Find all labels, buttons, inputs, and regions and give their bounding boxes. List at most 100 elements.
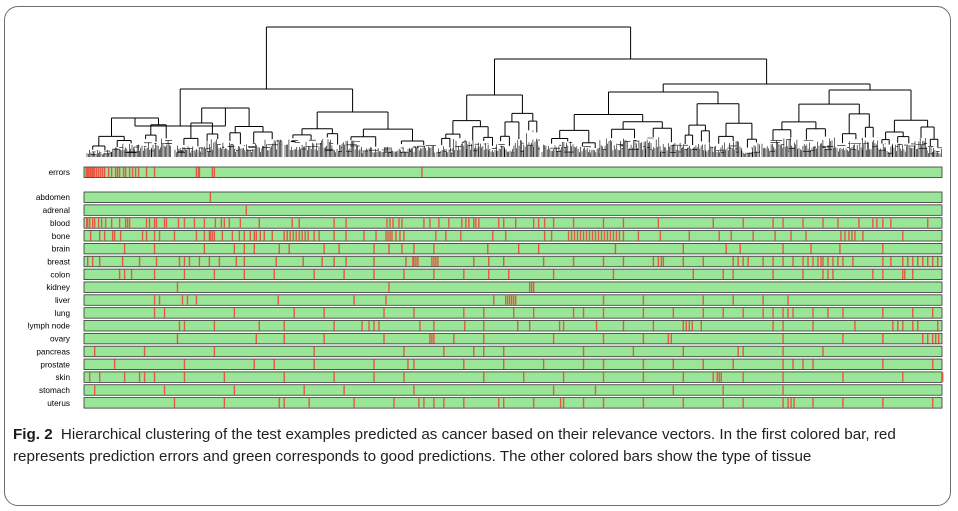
error-mark [582, 359, 585, 370]
bar-background [83, 397, 943, 409]
error-mark [517, 243, 520, 254]
error-mark [922, 256, 924, 267]
error-mark [391, 231, 393, 241]
dendrogram-leaves [533, 138, 540, 157]
error-mark [393, 398, 395, 408]
dendrogram-leaves [687, 145, 698, 157]
error-mark [837, 256, 839, 267]
error-mark [433, 243, 435, 254]
error-mark [840, 231, 842, 241]
error-mark [475, 218, 477, 228]
error-mark [882, 218, 884, 228]
error-mark [148, 218, 151, 228]
error-mark [387, 231, 389, 241]
error-mark [782, 321, 784, 331]
dendrogram-leaves [192, 146, 204, 157]
error-mark [787, 295, 789, 305]
error-mark [642, 372, 645, 382]
clustering-figure: errors abdomen adrenal blood bone brain breast… [28, 26, 944, 409]
error-mark [110, 218, 113, 228]
error-mark [233, 243, 236, 254]
error-mark [195, 167, 198, 177]
error-mark [602, 295, 605, 305]
bar-background [83, 281, 943, 293]
error-mark [822, 218, 824, 228]
dendrogram-leaves [496, 144, 505, 157]
error-mark [211, 167, 214, 177]
error-mark [530, 282, 533, 292]
error-mark [622, 256, 625, 267]
error-mark [271, 231, 273, 241]
error-mark [782, 333, 784, 344]
dendrogram-leaves [262, 139, 283, 157]
dendrogram-leaves [705, 143, 714, 157]
dendrogram-leaves [411, 145, 436, 157]
error-mark [483, 346, 485, 357]
error-mark [313, 346, 315, 357]
error-mark [737, 256, 739, 267]
error-mark [178, 256, 181, 267]
bar-background [83, 358, 943, 370]
error-mark [912, 256, 914, 267]
error-mark [837, 218, 839, 228]
error-mark [722, 269, 724, 280]
error-mark [93, 346, 96, 357]
error-mark [718, 231, 720, 241]
error-mark [876, 218, 878, 228]
error-mark [854, 321, 856, 331]
row-label: uterus [47, 399, 70, 408]
error-mark [343, 385, 345, 395]
error-mark [503, 346, 505, 357]
error-mark [141, 231, 144, 241]
error-mark [559, 398, 562, 408]
error-mark [253, 359, 255, 370]
error-mark [188, 256, 191, 267]
error-mark [85, 167, 87, 177]
dendrogram-leaves [660, 142, 683, 157]
error-mark [820, 256, 822, 267]
error-mark [772, 256, 774, 267]
error-mark [503, 359, 505, 370]
error-mark [253, 243, 255, 254]
bar-background [83, 230, 943, 242]
error-mark [389, 218, 391, 228]
error-mark [373, 359, 375, 370]
error-mark [782, 243, 784, 254]
error-mark [413, 256, 415, 267]
dendrogram-leaves [300, 139, 322, 157]
dendrogram-leaves [523, 130, 534, 157]
error-mark [228, 218, 231, 228]
error-mark [223, 372, 226, 382]
error-mark [463, 359, 465, 370]
error-mark [712, 218, 714, 228]
error-mark [443, 398, 445, 408]
error-mark [812, 308, 814, 318]
error-mark [570, 231, 573, 241]
error-mark [532, 308, 535, 318]
error-mark [892, 321, 894, 331]
error-mark [143, 346, 146, 357]
error-mark [97, 167, 100, 177]
error-mark [88, 167, 90, 177]
error-mark [682, 243, 684, 254]
error-mark [912, 321, 914, 331]
error-mark [213, 167, 216, 177]
error-mark [89, 231, 92, 241]
error-mark [429, 218, 431, 228]
error-mark [473, 346, 475, 357]
error-mark [515, 295, 517, 305]
error-mark [130, 269, 133, 280]
error-mark [407, 359, 409, 370]
error-mark [243, 243, 246, 254]
error-mark [762, 295, 764, 305]
error-mark [932, 398, 934, 408]
error-mark [395, 231, 397, 241]
error-mark [907, 256, 909, 267]
error-mark [255, 333, 257, 344]
error-mark [158, 231, 161, 241]
error-mark [716, 372, 718, 382]
error-mark [822, 269, 824, 280]
error-mark [612, 231, 615, 241]
dendrogram-leaves [321, 139, 334, 157]
error-mark [882, 256, 884, 267]
